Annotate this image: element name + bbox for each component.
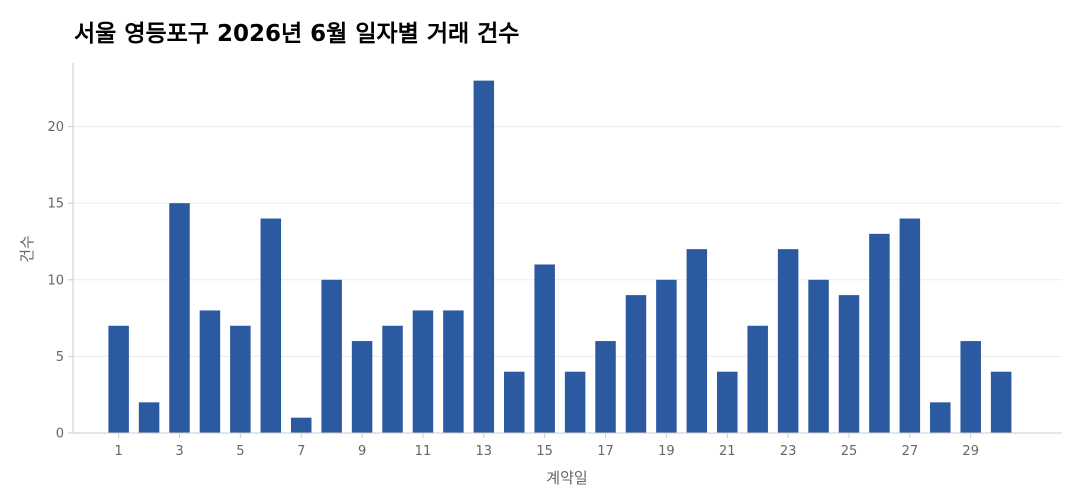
x-tick-label: 5 [236, 444, 244, 459]
y-tick-label: 10 [47, 273, 64, 288]
chart-title: 서울 영등포구 2026년 6월 일자별 거래 건수 [74, 21, 520, 47]
bar-day-13 [473, 80, 495, 433]
x-tick-label: 21 [719, 444, 736, 459]
axes [68, 63, 1062, 438]
bar-day-26 [869, 233, 890, 433]
bar-day-27 [899, 218, 921, 433]
bar-day-9 [351, 341, 373, 433]
x-tick-label: 27 [902, 444, 919, 459]
x-tick-label: 29 [962, 444, 979, 459]
bar-day-23 [777, 249, 799, 433]
bar-day-10 [382, 325, 403, 433]
y-tick-label: 15 [47, 197, 64, 212]
bar-day-17 [595, 341, 616, 433]
x-tick-label: 13 [476, 444, 493, 459]
bar-day-5 [230, 325, 251, 433]
x-tick-label: 25 [841, 444, 858, 459]
x-tick-label: 11 [415, 444, 432, 459]
y-axis-title: 건수 [18, 235, 36, 263]
bar-day-21 [717, 371, 738, 433]
bar-day-20 [686, 249, 708, 433]
bar-day-25 [838, 295, 860, 433]
bar-day-7 [290, 417, 312, 433]
bar-day-3 [169, 203, 190, 433]
bar-day-28 [930, 402, 951, 433]
bar-day-18 [625, 295, 647, 433]
bar-day-6 [260, 218, 282, 433]
y-tick-label: 20 [47, 120, 64, 135]
bar-day-30 [990, 371, 1012, 433]
x-tick-label: 17 [597, 444, 614, 459]
y-tick-label: 0 [56, 427, 64, 442]
bar-day-16 [564, 371, 586, 433]
bar-day-11 [412, 310, 434, 433]
bar-day-2 [138, 402, 160, 433]
x-tick-label: 23 [780, 444, 797, 459]
bar-day-12 [443, 310, 464, 433]
x-tick-label: 9 [358, 444, 366, 459]
x-tick-label: 1 [115, 444, 123, 459]
bar-day-24 [808, 279, 829, 433]
bar-day-19 [656, 279, 677, 433]
bars [108, 80, 1012, 433]
x-tick-label: 7 [297, 444, 305, 459]
bar-day-8 [321, 279, 342, 433]
y-tick-label: 5 [56, 350, 64, 365]
bar-day-1 [108, 325, 129, 433]
x-tick-label: 15 [536, 444, 553, 459]
x-tick-label: 19 [658, 444, 675, 459]
bar-day-4 [199, 310, 221, 433]
bar-day-22 [747, 325, 768, 433]
bar-day-15 [534, 264, 555, 433]
bar-day-14 [503, 371, 525, 433]
bar-day-29 [960, 341, 981, 433]
x-axis-title: 계약일 [546, 469, 587, 487]
x-tick-label: 3 [175, 444, 183, 459]
